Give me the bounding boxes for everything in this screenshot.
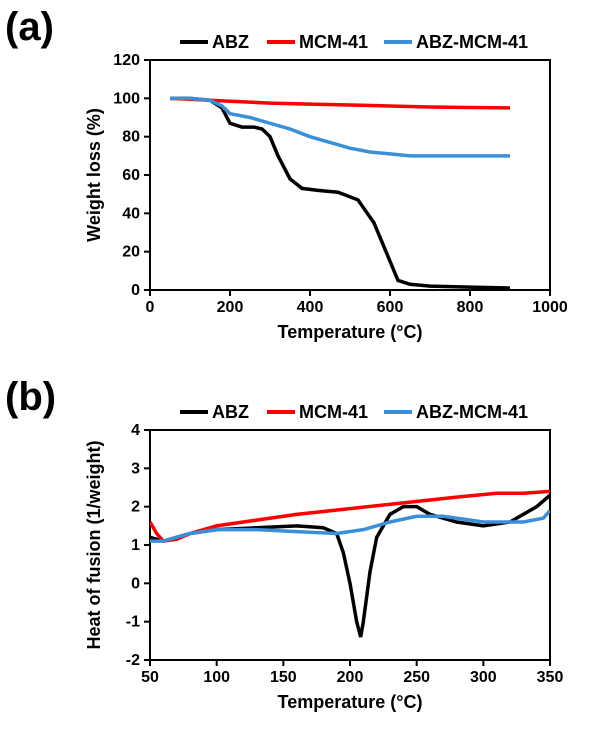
legend-label: ABZ bbox=[212, 32, 249, 52]
y-tick-label: 2 bbox=[131, 499, 140, 516]
y-tick-label: 120 bbox=[113, 52, 140, 69]
y-tick-label: 3 bbox=[131, 460, 140, 477]
y-axis-label: Heat of fusion (1/weight) bbox=[84, 440, 104, 649]
x-axis-label: Temperature (°C) bbox=[278, 692, 423, 712]
x-tick-label: 0 bbox=[146, 299, 155, 316]
y-tick-label: 40 bbox=[122, 205, 140, 222]
series-mcm-41 bbox=[150, 491, 550, 541]
legend-label: ABZ-MCM-41 bbox=[416, 32, 528, 52]
series-abz bbox=[170, 98, 510, 288]
y-tick-label: 60 bbox=[122, 167, 140, 184]
y-axis-label: Weight loss (%) bbox=[84, 108, 104, 242]
plot-border bbox=[150, 430, 550, 660]
series-abz bbox=[150, 495, 550, 637]
x-tick-label: 200 bbox=[217, 299, 244, 316]
y-tick-label: 4 bbox=[131, 422, 140, 439]
x-tick-label: 800 bbox=[457, 299, 484, 316]
y-tick-label: -1 bbox=[126, 614, 140, 631]
x-axis-label: Temperature (°C) bbox=[278, 322, 423, 342]
x-tick-label: 150 bbox=[270, 669, 297, 686]
y-tick-label: 1 bbox=[131, 537, 140, 554]
legend-label: MCM-41 bbox=[299, 402, 368, 422]
y-tick-label: 0 bbox=[131, 575, 140, 592]
legend-label: ABZ-MCM-41 bbox=[416, 402, 528, 422]
x-tick-label: 400 bbox=[297, 299, 324, 316]
y-tick-label: 100 bbox=[113, 90, 140, 107]
x-tick-label: 50 bbox=[141, 669, 159, 686]
x-tick-label: 300 bbox=[470, 669, 497, 686]
legend: ABZ MCM-41 ABZ-MCM-41 bbox=[180, 32, 528, 52]
legend: ABZ MCM-41 ABZ-MCM-41 bbox=[180, 402, 528, 422]
x-tick-label: 250 bbox=[403, 669, 430, 686]
x-tick-label: 100 bbox=[203, 669, 230, 686]
y-tick-label: 20 bbox=[122, 244, 140, 261]
chart-a: 0 200 400 600 800 1000 0 20 40 60 80 100 120 Temperat… bbox=[70, 20, 580, 350]
y-tick-label: 80 bbox=[122, 129, 140, 146]
panel-b-label: (b) bbox=[5, 375, 56, 420]
x-tick-label: 1000 bbox=[532, 299, 568, 316]
legend-label: MCM-41 bbox=[299, 32, 368, 52]
x-tick-label: 600 bbox=[377, 299, 404, 316]
y-tick-label: 0 bbox=[131, 282, 140, 299]
x-tick-label: 200 bbox=[337, 669, 364, 686]
x-tick-label: 350 bbox=[537, 669, 564, 686]
chart-b: 50 100 150 200 250 300 350 -2 -1 0 1 2 3 4 Temperature… bbox=[70, 390, 580, 720]
y-tick-label: -2 bbox=[126, 652, 140, 669]
plot-border bbox=[150, 60, 550, 290]
legend-label: ABZ bbox=[212, 402, 249, 422]
panel-a-label: (a) bbox=[5, 5, 54, 50]
